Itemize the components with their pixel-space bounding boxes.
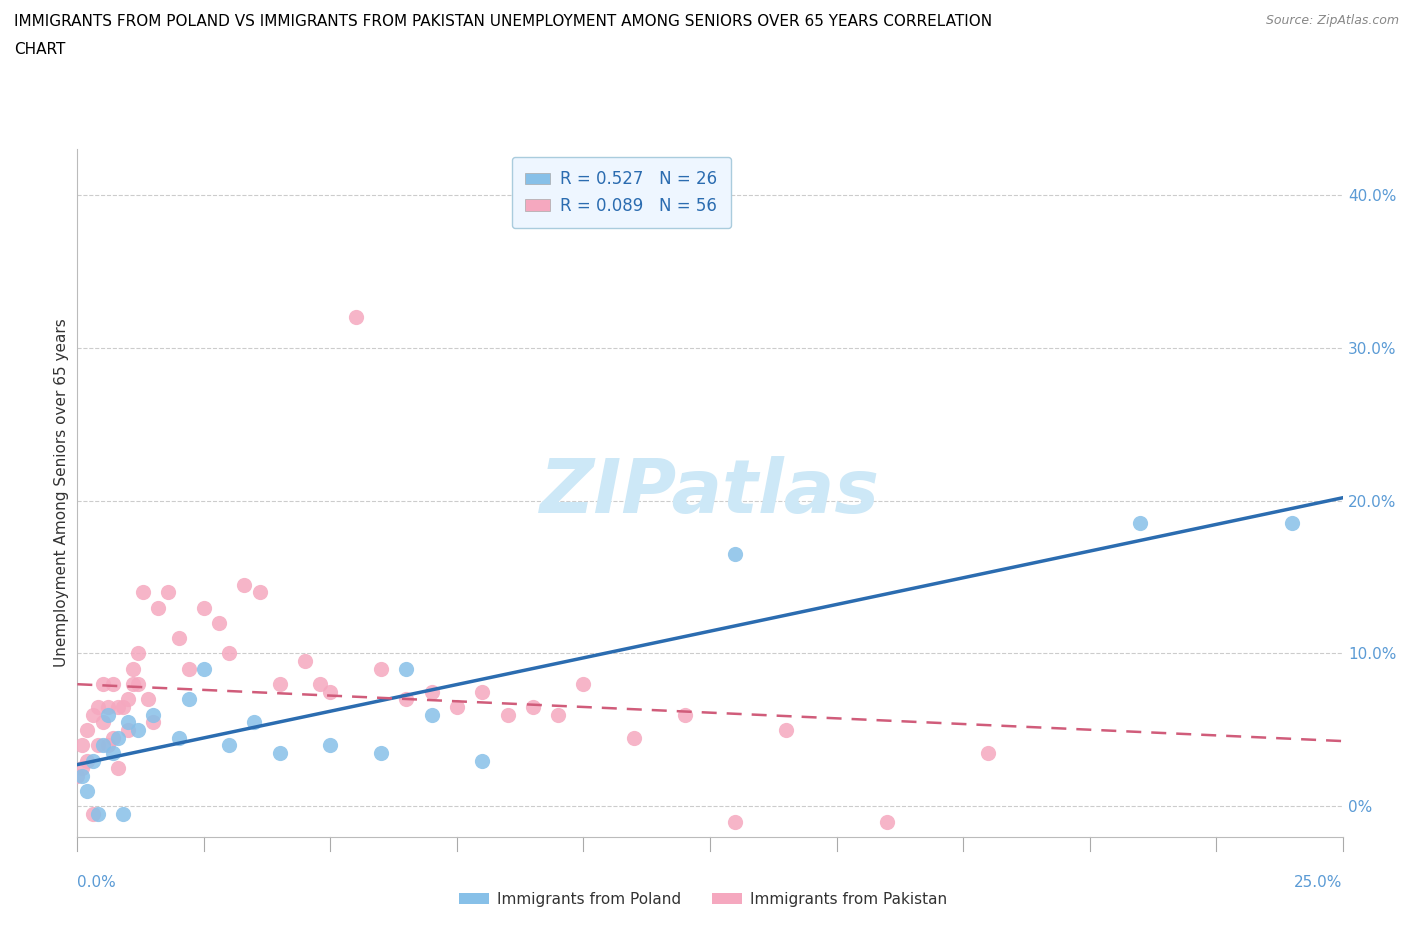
Point [117, 723, 139, 737]
Point [471, 753, 494, 768]
Point [420, 684, 443, 699]
Point [249, 585, 271, 600]
Point [876, 815, 898, 830]
Point [127, 677, 149, 692]
Point [91, 715, 114, 730]
Text: CHART: CHART [14, 42, 66, 57]
Point [127, 723, 149, 737]
Text: ZIPatlas: ZIPatlas [540, 457, 880, 529]
Legend: R = 0.527   N = 26, R = 0.089   N = 56: R = 0.527 N = 26, R = 0.089 N = 56 [512, 157, 731, 228]
Point [177, 692, 200, 707]
Point [471, 684, 494, 699]
Point [97, 737, 120, 752]
Point [370, 746, 392, 761]
Point [218, 737, 240, 752]
Point [122, 677, 145, 692]
Text: 25.0%: 25.0% [1295, 875, 1343, 890]
Point [547, 707, 569, 722]
Point [1129, 516, 1152, 531]
Point [111, 699, 134, 714]
Point [193, 661, 215, 676]
Point [86, 806, 108, 821]
Point [127, 646, 149, 661]
Text: 0.0%: 0.0% [77, 875, 117, 890]
Point [72, 737, 94, 752]
Point [193, 600, 215, 615]
Point [977, 746, 1000, 761]
Point [572, 677, 595, 692]
Point [208, 616, 231, 631]
Point [107, 761, 129, 776]
Point [82, 753, 104, 768]
Point [233, 578, 256, 592]
Point [775, 723, 797, 737]
Point [269, 746, 291, 761]
Point [724, 547, 747, 562]
Point [395, 692, 418, 707]
Point [72, 768, 94, 783]
Point [101, 677, 124, 692]
Point [446, 699, 468, 714]
Point [101, 730, 124, 745]
Point [167, 730, 190, 745]
Text: Source: ZipAtlas.com: Source: ZipAtlas.com [1265, 14, 1399, 27]
Point [117, 715, 139, 730]
Point [66, 768, 89, 783]
Point [623, 730, 645, 745]
Point [142, 707, 165, 722]
Point [420, 707, 443, 722]
Point [673, 707, 696, 722]
Point [117, 692, 139, 707]
Point [177, 661, 200, 676]
Point [72, 761, 94, 776]
Point [111, 806, 134, 821]
Point [218, 646, 240, 661]
Point [142, 715, 165, 730]
Point [167, 631, 190, 645]
Point [97, 699, 120, 714]
Point [76, 753, 98, 768]
Point [269, 677, 291, 692]
Point [86, 737, 108, 752]
Point [76, 784, 98, 799]
Point [136, 692, 159, 707]
Point [101, 746, 124, 761]
Point [122, 661, 145, 676]
Point [294, 654, 316, 669]
Point [91, 677, 114, 692]
Point [319, 684, 342, 699]
Point [243, 715, 266, 730]
Point [309, 677, 332, 692]
Point [107, 699, 129, 714]
Point [148, 600, 170, 615]
Point [496, 707, 519, 722]
Legend: Immigrants from Poland, Immigrants from Pakistan: Immigrants from Poland, Immigrants from … [453, 886, 953, 913]
Point [522, 699, 544, 714]
Y-axis label: Unemployment Among Seniors over 65 years: Unemployment Among Seniors over 65 years [53, 319, 69, 668]
Point [86, 699, 108, 714]
Point [91, 737, 114, 752]
Point [82, 806, 104, 821]
Point [370, 661, 392, 676]
Point [107, 730, 129, 745]
Point [724, 815, 747, 830]
Point [319, 737, 342, 752]
Point [76, 723, 98, 737]
Point [395, 661, 418, 676]
Point [157, 585, 180, 600]
Point [132, 585, 155, 600]
Text: IMMIGRANTS FROM POLAND VS IMMIGRANTS FROM PAKISTAN UNEMPLOYMENT AMONG SENIORS OV: IMMIGRANTS FROM POLAND VS IMMIGRANTS FRO… [14, 14, 993, 29]
Point [82, 707, 104, 722]
Point [344, 310, 367, 325]
Point [97, 707, 120, 722]
Point [1281, 516, 1303, 531]
